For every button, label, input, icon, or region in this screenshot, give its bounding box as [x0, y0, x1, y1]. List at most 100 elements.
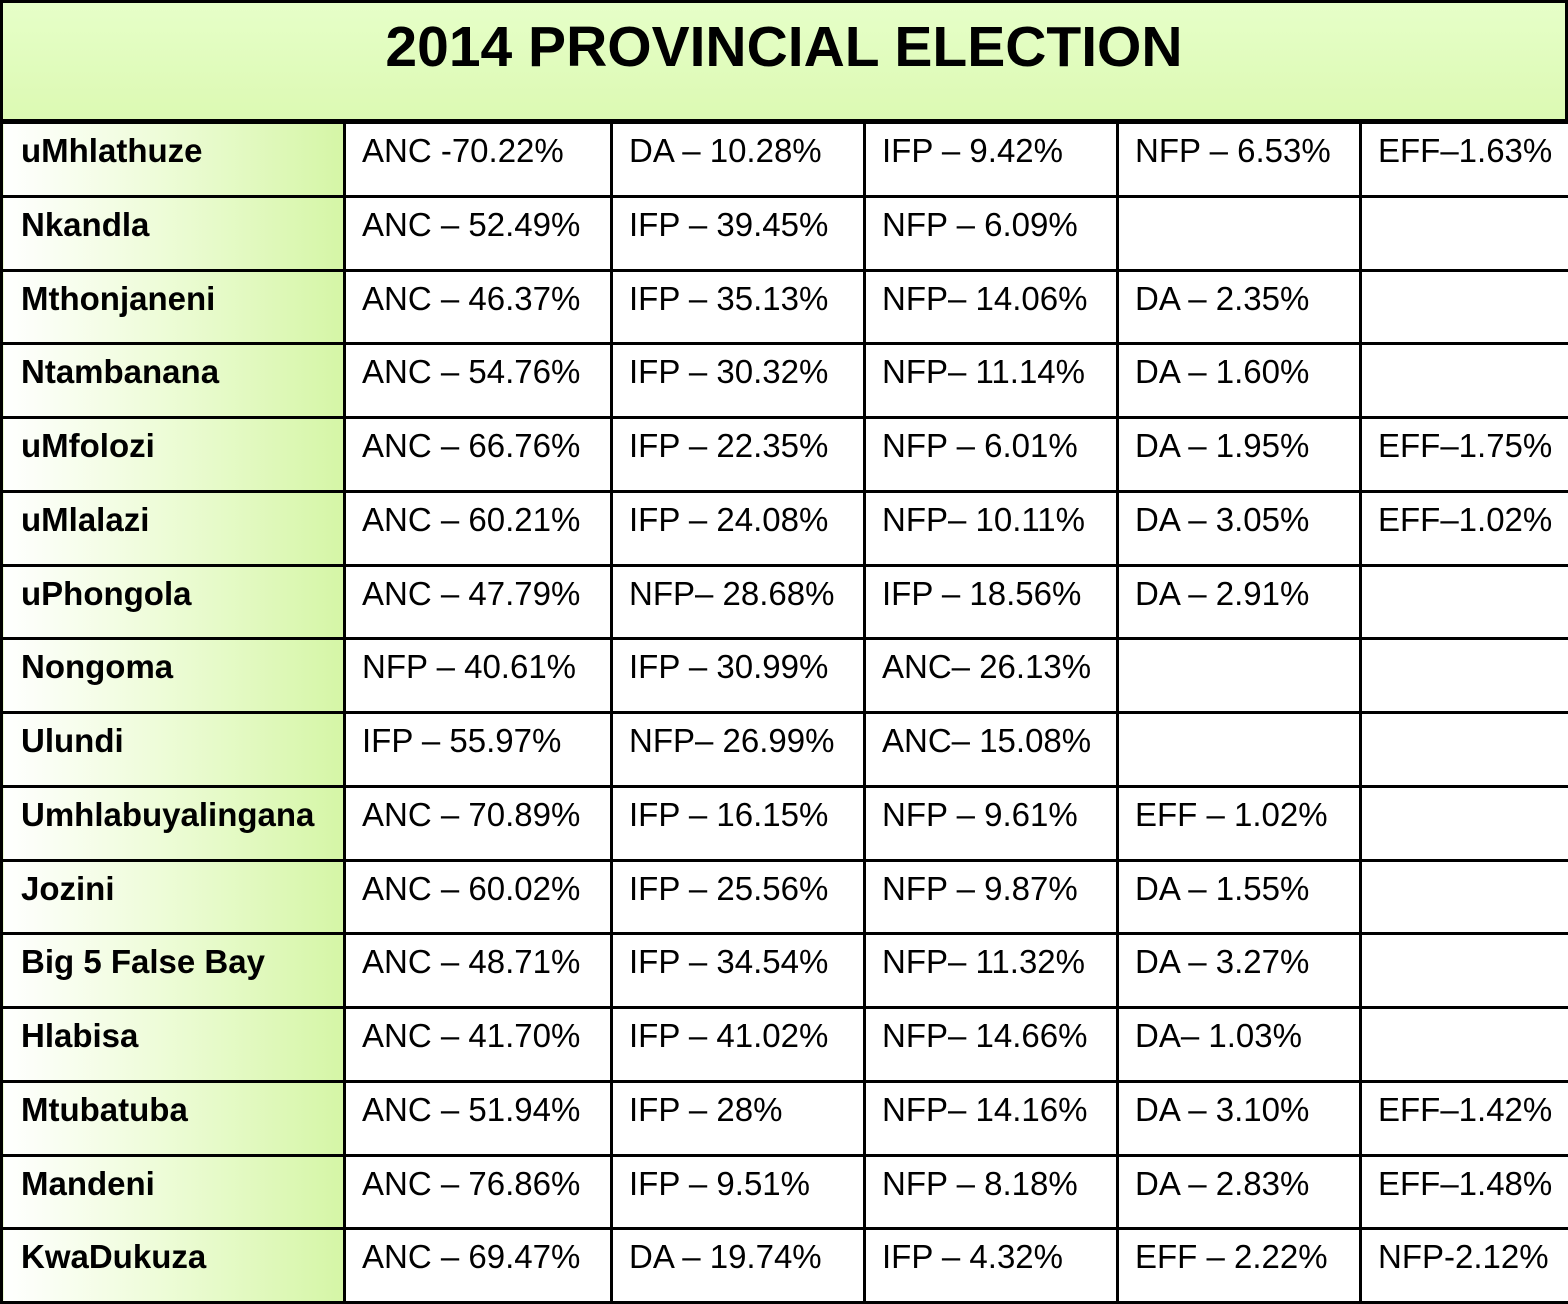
party-result-cell: ANC – 54.76%	[343, 342, 613, 419]
party-result-cell: EFF–1.63%	[1359, 121, 1568, 198]
party-result-cell: EFF–1.48%	[1359, 1153, 1568, 1231]
party-result-cell: ANC – 52.49%	[343, 194, 613, 272]
party-result-cell	[1359, 194, 1568, 272]
party-result-cell: EFF – 2.22%	[1116, 1227, 1362, 1304]
municipality-name: Ulundi	[0, 711, 346, 788]
municipality-name: uMlalazi	[0, 489, 346, 567]
party-result-cell: IFP – 39.45%	[610, 194, 866, 272]
party-result-cell: EFF – 1.02%	[1116, 784, 1362, 862]
party-result-cell: ANC – 70.89%	[343, 784, 613, 862]
municipality-name: uPhongola	[0, 563, 346, 641]
party-result-cell: EFF–1.02%	[1359, 489, 1568, 567]
party-result-cell: IFP – 9.51%	[610, 1153, 866, 1231]
party-result-cell: ANC – 41.70%	[343, 1006, 613, 1083]
party-result-cell: ANC -70.22%	[343, 121, 613, 198]
party-result-cell: NFP – 9.61%	[863, 784, 1119, 862]
page-title: 2014 PROVINCIAL ELECTION	[385, 15, 1183, 79]
party-result-cell	[1359, 932, 1568, 1009]
party-result-cell	[1359, 858, 1568, 936]
party-result-cell: IFP – 28%	[610, 1079, 866, 1157]
party-result-cell: ANC – 60.21%	[343, 489, 613, 567]
party-result-cell: IFP – 30.99%	[610, 637, 866, 714]
party-result-cell: ANC– 15.08%	[863, 711, 1119, 788]
party-result-cell: IFP – 24.08%	[610, 489, 866, 567]
table-row: Big 5 False Bay ANC – 48.71% IFP – 34.54% N…	[0, 932, 1568, 1009]
party-result-cell: NFP – 6.09%	[863, 194, 1119, 272]
municipality-name: uMhlathuze	[0, 121, 346, 198]
party-result-cell: NFP – 6.53%	[1116, 121, 1362, 198]
municipality-name: Ntambanana	[0, 342, 346, 419]
party-result-cell: DA – 1.55%	[1116, 858, 1362, 936]
party-result-cell: IFP – 55.97%	[343, 711, 613, 788]
municipality-name: KwaDukuza	[0, 1227, 346, 1304]
table-row: Jozini ANC – 60.02% IFP – 25.56% NFP – 9.87…	[0, 858, 1568, 936]
party-result-cell: DA – 1.95%	[1116, 416, 1362, 493]
municipality-name: uMfolozi	[0, 416, 346, 493]
party-result-cell: ANC – 46.37%	[343, 268, 613, 346]
table-row: Ntambanana ANC – 54.76% IFP – 30.32% NFP– 1…	[0, 342, 1568, 419]
party-result-cell: IFP – 16.15%	[610, 784, 866, 862]
party-result-cell: NFP – 9.87%	[863, 858, 1119, 936]
table-row: Umhlabuyalingana ANC – 70.89% IFP – 16.15%…	[0, 784, 1568, 862]
party-result-cell: ANC – 66.76%	[343, 416, 613, 493]
party-result-cell: DA – 3.05%	[1116, 489, 1362, 567]
party-result-cell	[1359, 563, 1568, 641]
municipality-name: Nongoma	[0, 637, 346, 714]
title-banner: 2014 PROVINCIAL ELECTION	[0, 0, 1568, 121]
party-result-cell: IFP – 34.54%	[610, 932, 866, 1009]
party-result-cell: ANC – 51.94%	[343, 1079, 613, 1157]
party-result-cell: IFP – 41.02%	[610, 1006, 866, 1083]
party-result-cell: ANC– 26.13%	[863, 637, 1119, 714]
party-result-cell	[1359, 268, 1568, 346]
table-row: uMlalazi ANC – 60.21% IFP – 24.08% NFP– 10.…	[0, 489, 1568, 567]
party-result-cell: DA – 10.28%	[610, 121, 866, 198]
party-result-cell	[1359, 1006, 1568, 1083]
party-result-cell: ANC – 76.86%	[343, 1153, 613, 1231]
party-result-cell: NFP– 11.32%	[863, 932, 1119, 1009]
party-result-cell: EFF–1.42%	[1359, 1079, 1568, 1157]
party-result-cell: NFP– 26.99%	[610, 711, 866, 788]
table-row: Nongoma NFP – 40.61% IFP – 30.99% ANC– 26.1…	[0, 637, 1568, 714]
party-result-cell: IFP – 9.42%	[863, 121, 1119, 198]
party-result-cell: DA – 3.10%	[1116, 1079, 1362, 1157]
table-row: uPhongola ANC – 47.79% NFP– 28.68% IFP – 18…	[0, 563, 1568, 641]
municipality-name: Jozini	[0, 858, 346, 936]
municipality-name: Mtubatuba	[0, 1079, 346, 1157]
party-result-cell: DA – 2.83%	[1116, 1153, 1362, 1231]
municipality-name: Hlabisa	[0, 1006, 346, 1083]
municipality-name: Mandeni	[0, 1153, 346, 1231]
party-result-cell: NFP – 8.18%	[863, 1153, 1119, 1231]
results-table-body: uMhlathuze ANC -70.22% DA – 10.28% IFP – 9.…	[0, 121, 1568, 1304]
party-result-cell: DA – 2.35%	[1116, 268, 1362, 346]
party-result-cell: IFP – 35.13%	[610, 268, 866, 346]
table-row: uMhlathuze ANC -70.22% DA – 10.28% IFP – 9.…	[0, 121, 1568, 198]
table-row: KwaDukuza ANC – 69.47% DA – 19.74% IFP – 4.…	[0, 1227, 1568, 1304]
party-result-cell: NFP – 6.01%	[863, 416, 1119, 493]
party-result-cell: ANC – 69.47%	[343, 1227, 613, 1304]
party-result-cell: IFP – 4.32%	[863, 1227, 1119, 1304]
party-result-cell	[1116, 711, 1362, 788]
party-result-cell: NFP– 10.11%	[863, 489, 1119, 567]
municipality-name: Umhlabuyalingana	[0, 784, 346, 862]
party-result-cell: DA– 1.03%	[1116, 1006, 1362, 1083]
party-result-cell: NFP-2.12%	[1359, 1227, 1568, 1304]
table-row: Nkandla ANC – 52.49% IFP – 39.45% NFP – 6.0…	[0, 194, 1568, 272]
party-result-cell: IFP – 22.35%	[610, 416, 866, 493]
table-row: Mtubatuba ANC – 51.94% IFP – 28% NFP– 14.16…	[0, 1079, 1568, 1157]
table-row: Mandeni ANC – 76.86% IFP – 9.51% NFP – 8.18…	[0, 1153, 1568, 1231]
table-row: Mthonjaneni ANC – 46.37% IFP – 35.13% NFP– …	[0, 268, 1568, 346]
party-result-cell: NFP – 40.61%	[343, 637, 613, 714]
municipality-name: Nkandla	[0, 194, 346, 272]
party-result-cell: EFF–1.75%	[1359, 416, 1568, 493]
party-result-cell	[1116, 637, 1362, 714]
results-table: uMhlathuze ANC -70.22% DA – 10.28% IFP – 9.…	[0, 121, 1568, 1304]
table-row: Ulundi IFP – 55.97% NFP– 26.99% ANC– 15.08%	[0, 711, 1568, 788]
municipality-name: Big 5 False Bay	[0, 932, 346, 1009]
party-result-cell: DA – 19.74%	[610, 1227, 866, 1304]
party-result-cell: NFP– 14.66%	[863, 1006, 1119, 1083]
table-row: Hlabisa ANC – 41.70% IFP – 41.02% NFP– 14.6…	[0, 1006, 1568, 1083]
municipality-name: Mthonjaneni	[0, 268, 346, 346]
party-result-cell	[1116, 194, 1362, 272]
party-result-cell: ANC – 47.79%	[343, 563, 613, 641]
